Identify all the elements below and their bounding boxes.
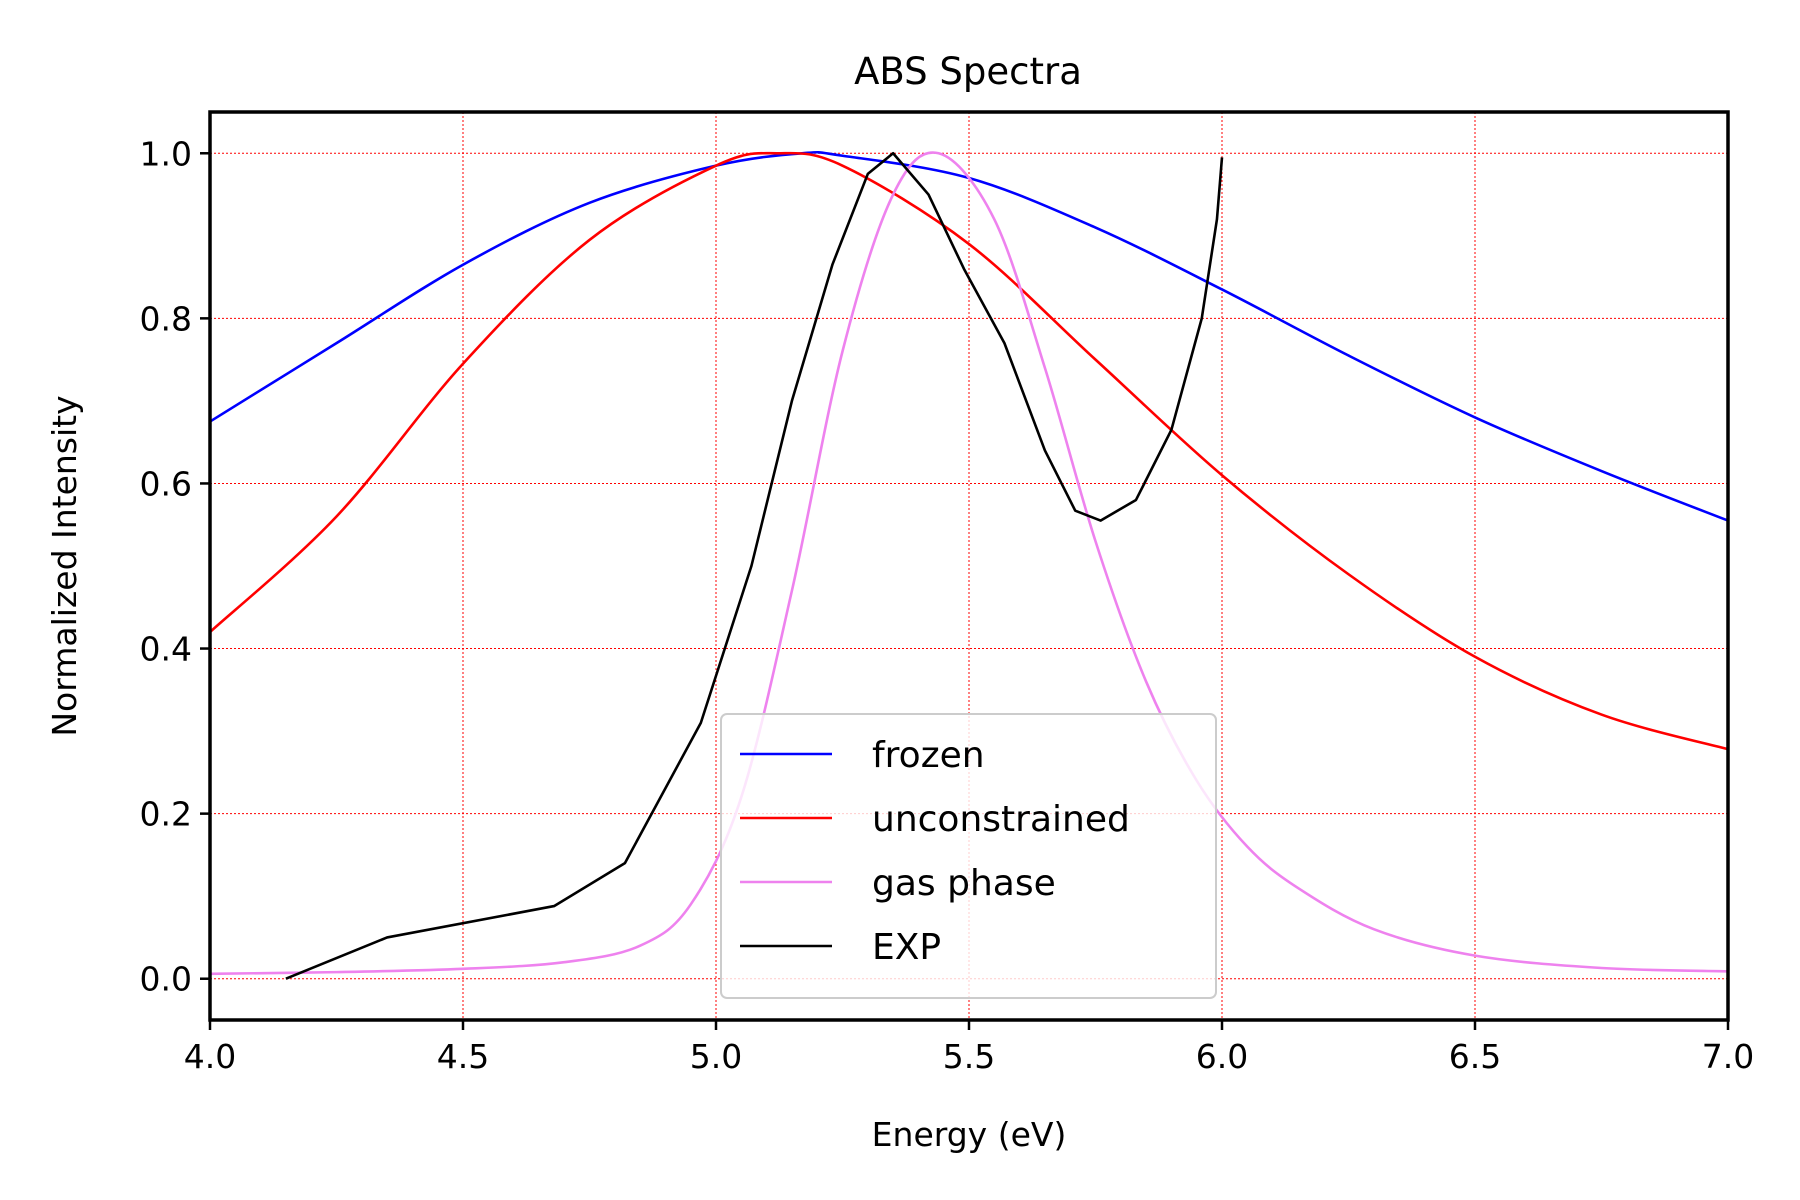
y-tick-label: 0.2 <box>140 795 192 834</box>
legend-entries: frozen unconstrained gas phase EXP <box>740 735 1130 968</box>
y-tick-label: 0.8 <box>140 299 192 338</box>
series-layer <box>209 150 1729 980</box>
legend-label-frozen: frozen <box>872 735 985 776</box>
legend-label-gas-phase: gas phase <box>872 863 1056 904</box>
x-axis-label: Energy (eV) <box>872 1115 1067 1154</box>
x-tick-label: 7.0 <box>1702 1037 1754 1076</box>
legend-label-exp: EXP <box>872 927 941 968</box>
legend-label-unconstrained: unconstrained <box>872 799 1130 840</box>
legend: frozen unconstrained gas phase EXP <box>720 713 1217 999</box>
series-line-unconstrained <box>209 151 1729 751</box>
y-tick-label: 1.0 <box>140 134 192 173</box>
y-tick-label: 0.0 <box>140 960 192 999</box>
series-line-frozen <box>209 150 1729 522</box>
series-line-gas-phase <box>209 151 1729 976</box>
legend-box <box>720 713 1217 999</box>
y-axis-label: Normalized Intensity <box>45 395 84 736</box>
y-tick-label: 0.6 <box>140 464 192 503</box>
x-tick-label: 5.0 <box>690 1037 742 1076</box>
x-tick-label: 6.5 <box>1449 1037 1501 1076</box>
series-line-exp <box>285 151 1224 980</box>
x-tick-label: 5.5 <box>943 1037 995 1076</box>
x-tick-label: 4.0 <box>184 1037 236 1076</box>
x-tick-label: 4.5 <box>437 1037 489 1076</box>
x-axis-ticks: 4.0 4.5 5.0 5.5 6.0 6.5 7.0 <box>184 1020 1754 1076</box>
chart-title: ABS Spectra <box>854 50 1082 93</box>
y-axis-ticks: 0.0 0.2 0.4 0.6 0.8 1.0 <box>140 134 210 999</box>
y-tick-label: 0.4 <box>140 630 192 669</box>
x-tick-label: 6.0 <box>1196 1037 1248 1076</box>
